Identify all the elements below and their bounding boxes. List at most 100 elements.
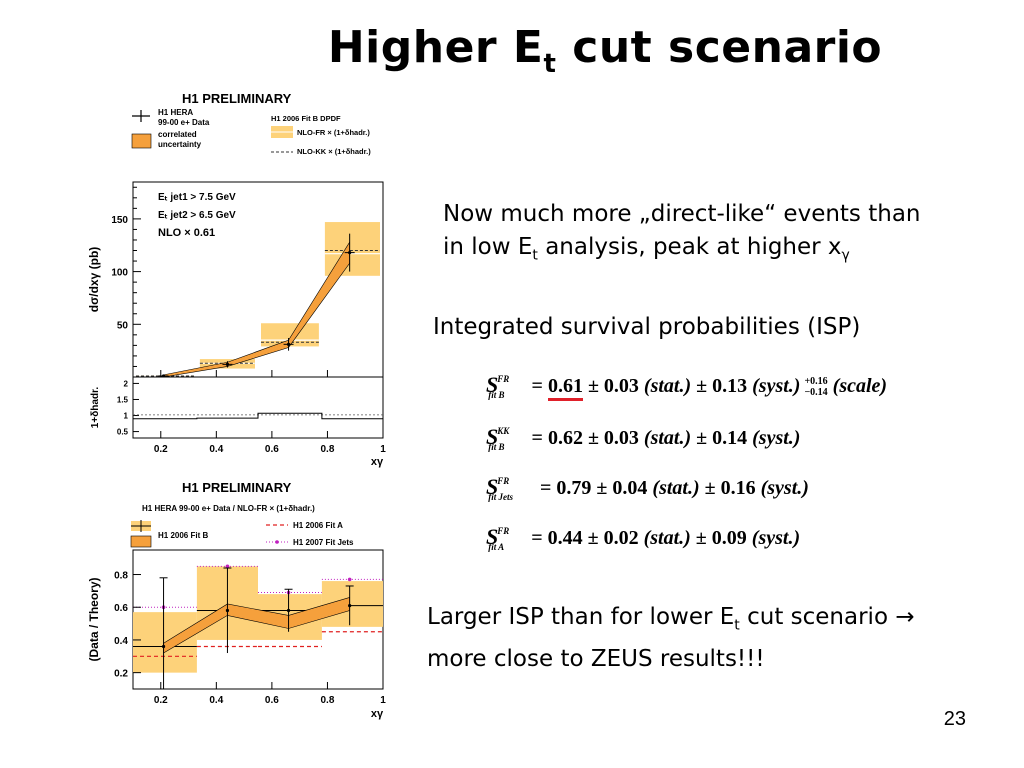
plot-title: H1 PRELIMINARY xyxy=(182,480,292,495)
equals-sign: = xyxy=(531,375,548,397)
syst-label: (syst.) xyxy=(752,375,801,397)
legend-correlated-label: correlated xyxy=(158,130,197,139)
equals-sign: = xyxy=(531,527,548,549)
isp-syst-error: 0.14 xyxy=(712,427,748,449)
x-axis-label: xγ xyxy=(371,708,384,720)
isp-value: 0.62 xyxy=(547,427,583,449)
scale-error: +0.16 −0.14 xyxy=(804,376,827,398)
y-tick-label: 150 xyxy=(111,215,128,226)
legend-fitB-label: H1 2006 Fit B xyxy=(158,531,208,540)
legend-nlofr-label: NLO-FR × (1+δhadr.) xyxy=(297,128,370,137)
legend-nlokk-label: NLO-KK × (1+δhadr.) xyxy=(297,147,371,156)
x-tick-label: 0.6 xyxy=(265,695,279,706)
isp-symbol: S xyxy=(486,474,499,499)
syst-label: (syst.) xyxy=(751,527,801,549)
isp-symbol: S xyxy=(486,524,499,549)
y-tick-label: 0.6 xyxy=(114,603,128,614)
isp-syst-error: 0.13 xyxy=(712,375,748,397)
x-tick-label: 0.4 xyxy=(209,695,223,706)
legend-correlated-label: uncertainty xyxy=(158,140,202,149)
legend-fit-title: H1 2006 Fit B DPDF xyxy=(271,114,341,123)
legend-data-label: H1 HERA xyxy=(158,108,193,117)
x-tick-label: 1 xyxy=(380,444,386,455)
plot-subtitle: H1 HERA 99-00 e+ Data / NLO-FR × (1+δhad… xyxy=(142,504,315,513)
equals-sign: = xyxy=(540,477,557,499)
direct-like-text: Now much more „direct-like“ events than … xyxy=(443,198,921,273)
legend-fitJets-label: H1 2007 Fit Jets xyxy=(293,538,354,547)
isp-fit-label: fit B xyxy=(488,442,505,452)
x-tick-label: 1 xyxy=(380,695,386,706)
isp-model-label: KK xyxy=(497,426,510,436)
scale-error-up: +0.16 xyxy=(804,376,828,388)
data-point-marker xyxy=(286,608,291,613)
isp-stat-error: 0.02 xyxy=(603,527,639,549)
x-axis-label: xγ xyxy=(371,456,384,468)
direct-like-line2: in low Et analysis, peak at higher xγ xyxy=(443,234,850,264)
data-point-marker xyxy=(286,342,291,346)
isp-equation: SFRfit A = 0.44 ± 0.02 (stat.) ± 0.09 (s… xyxy=(486,524,801,552)
isp-value: 0.44 xyxy=(547,527,583,549)
isp-equation: SFRfit B = 0.61 ± 0.03 (stat.) ± 0.13 (s… xyxy=(486,372,888,401)
x-tick-label: 0.8 xyxy=(320,695,334,706)
isp-stat-error: 0.04 xyxy=(612,477,648,499)
isp-model-label: FR xyxy=(497,374,510,384)
isp-symbol: S xyxy=(486,372,499,397)
isp-syst-error: 0.09 xyxy=(711,527,747,549)
stat-label: (stat.) xyxy=(643,527,691,549)
plot-title: H1 PRELIMINARY xyxy=(182,91,292,106)
hadr-y-tick-label: 2 xyxy=(124,379,129,388)
page-number: 23 xyxy=(943,708,966,730)
y-axis-label: dσ/dxγ (pb) xyxy=(87,247,101,313)
hadr-y-tick-label: 1.5 xyxy=(117,395,129,404)
legend-correlated-swatch xyxy=(131,133,152,149)
cut-label-jet2: Eₜ jet2 > 6.5 GeV xyxy=(158,210,236,221)
legend-data-label: 99-00 e+ Data xyxy=(158,118,210,127)
stat-label: (stat.) xyxy=(643,375,692,397)
data-point-marker xyxy=(348,251,352,255)
equals-sign: = xyxy=(531,427,548,449)
x-tick-label: 0.8 xyxy=(320,444,334,455)
direct-like-line1: Now much more „direct-like“ events than xyxy=(443,201,921,227)
data-point-marker xyxy=(161,644,166,649)
hadr-y-tick-label: 1 xyxy=(124,412,129,421)
isp-syst-error: 0.16 xyxy=(720,477,756,499)
y-axis-label: (Data / Theory) xyxy=(87,577,101,661)
isp-equation: SKKfit B = 0.62 ± 0.03 (stat.) ± 0.14 (s… xyxy=(486,424,801,452)
data-point-marker xyxy=(225,608,230,613)
hadr-panel-frame xyxy=(132,376,384,439)
isp-fit-label: fit B xyxy=(488,390,505,400)
cut-label-nlo: NLO × 0.61 xyxy=(158,227,215,239)
isp-fit-label: fit Jets xyxy=(488,492,514,502)
y-tick-label: 50 xyxy=(117,320,129,331)
y-tick-label: 0.2 xyxy=(114,669,128,680)
y-tick-label: 0.8 xyxy=(114,571,128,582)
theory-uncertainty-band xyxy=(324,222,380,276)
stat-label: (stat.) xyxy=(652,477,700,499)
isp-symbol: S xyxy=(486,424,499,449)
isp-value: 0.79 xyxy=(556,477,592,499)
legend-fitB-swatch xyxy=(130,535,152,548)
data-point-marker xyxy=(348,604,352,608)
x-tick-label: 0.2 xyxy=(154,444,168,455)
isp-stat-error: 0.03 xyxy=(603,427,639,449)
conclusion-line2: more close to ZEUS results!!! xyxy=(427,645,765,672)
correlated-uncertainty-band xyxy=(163,241,350,378)
scale-label: (scale) xyxy=(832,375,888,397)
x-tick-label: 0.6 xyxy=(265,444,279,455)
x-tick-label: 0.2 xyxy=(154,695,168,706)
hadr-y-axis-label: 1+δhadr. xyxy=(90,387,101,429)
conclusion-line1: Larger ISP than for lower Et cut scenari… xyxy=(427,604,915,634)
isp-stat-error: 0.03 xyxy=(603,375,639,397)
hadr-fr-line xyxy=(133,412,383,420)
syst-label: (syst.) xyxy=(752,427,801,449)
hadr-y-tick-label: 0.5 xyxy=(117,428,129,437)
cut-label-jet1: Eₜ jet1 > 7.5 GeV xyxy=(158,192,236,203)
isp-equation: SFRfit Jets = 0.79 ± 0.04 (stat.) ± 0.16… xyxy=(486,474,809,502)
scale-error-down: −0.14 xyxy=(804,387,828,399)
isp-model-label: FR xyxy=(497,526,510,536)
stat-label: (stat.) xyxy=(643,427,692,449)
syst-label: (syst.) xyxy=(760,477,809,499)
isp-model-label: FR xyxy=(497,476,510,486)
slide-title: Higher Et cut scenario xyxy=(327,22,883,79)
